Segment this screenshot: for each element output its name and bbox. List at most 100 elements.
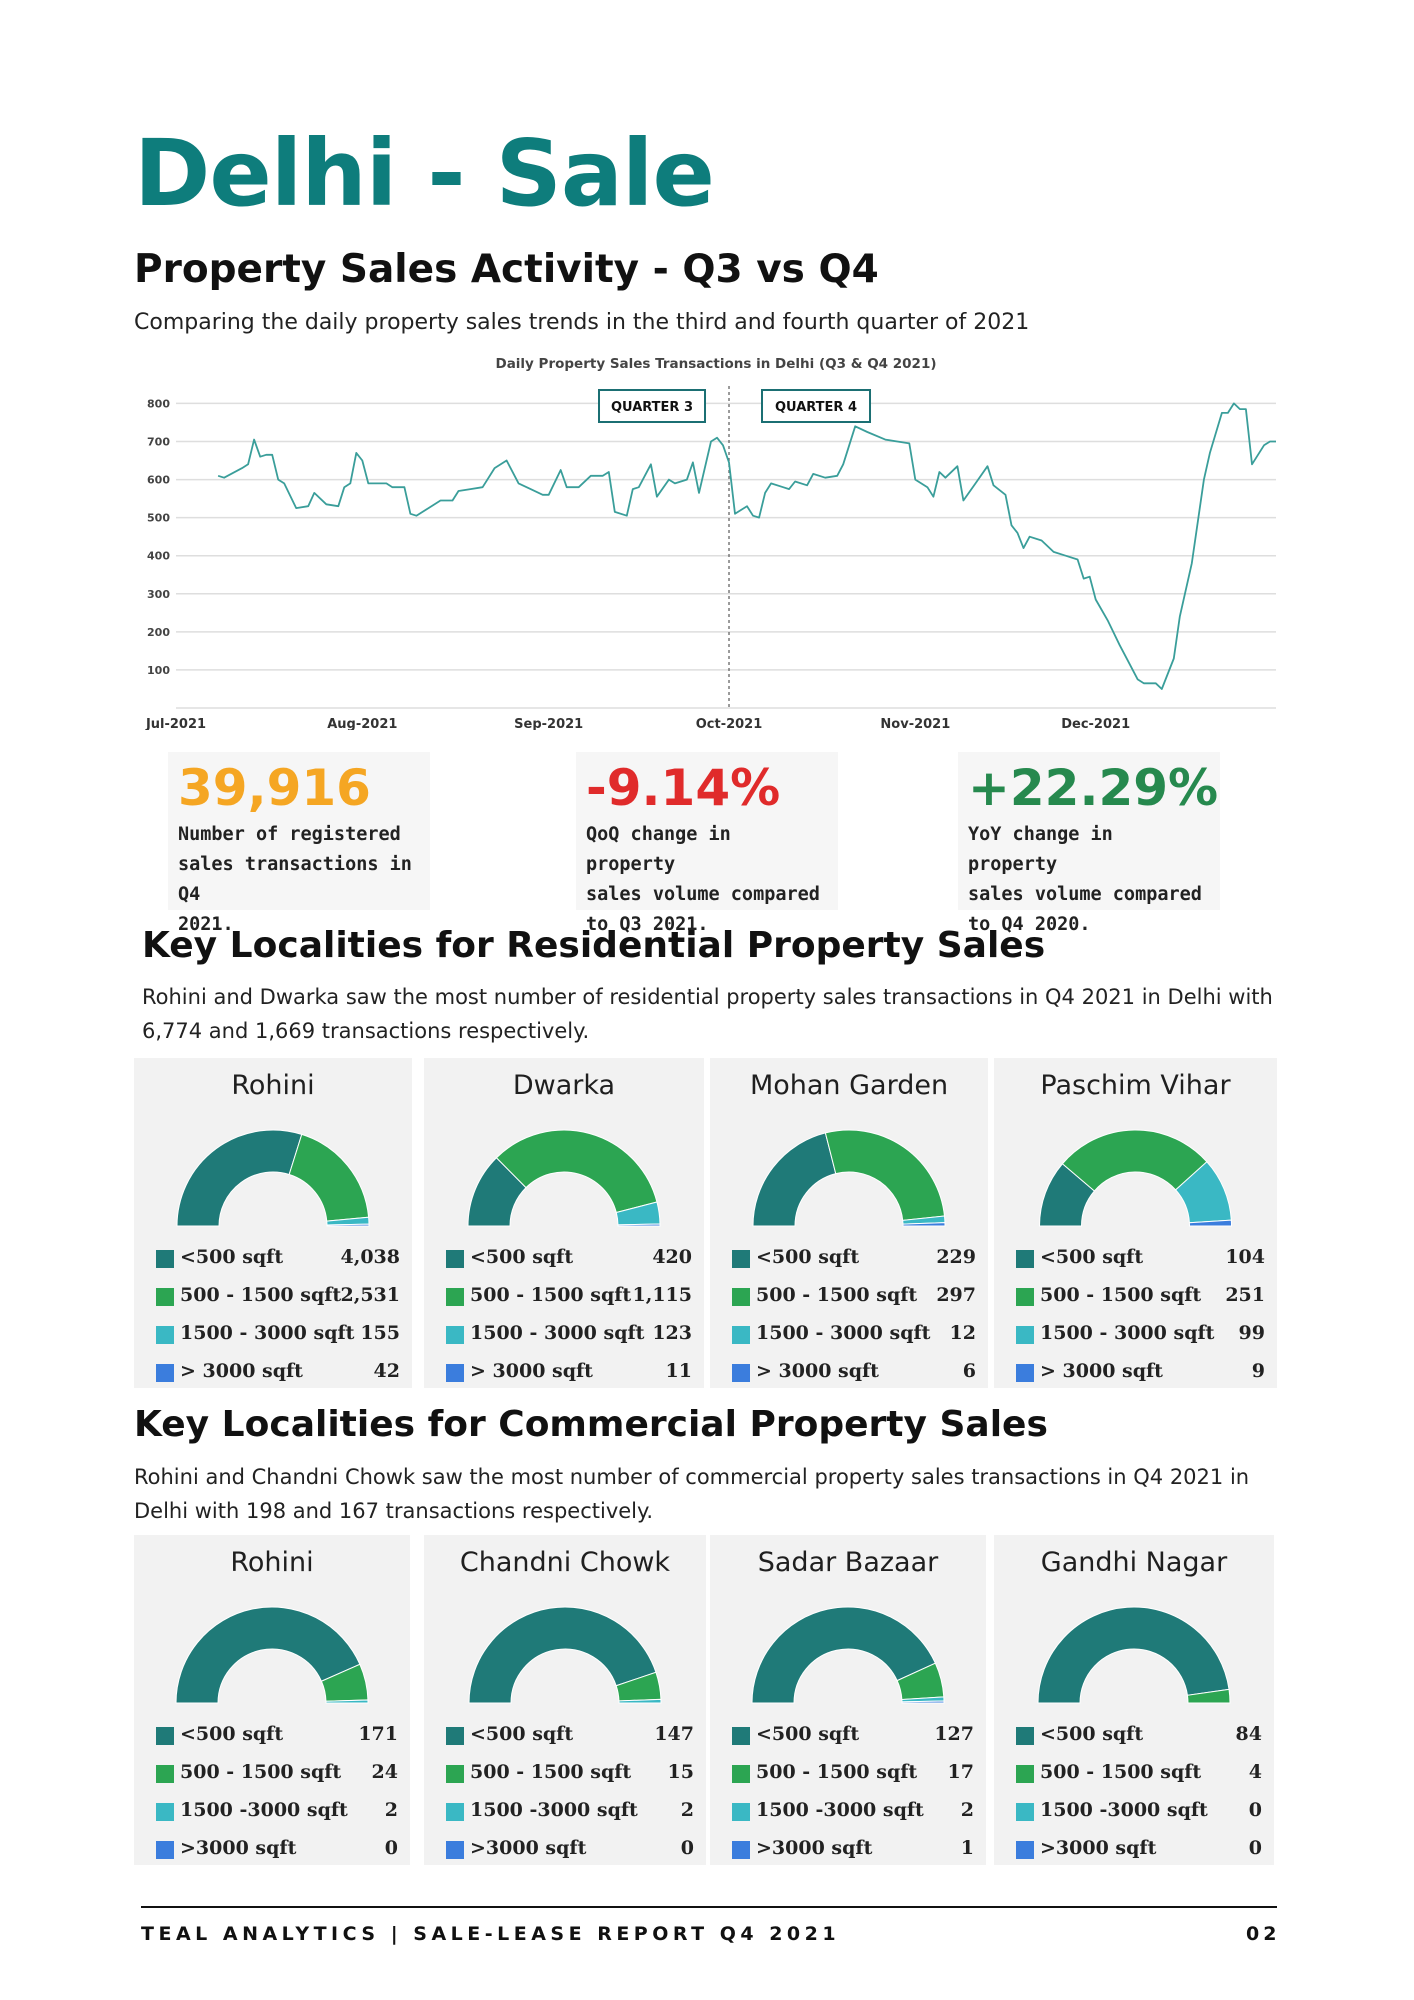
gauge-segment: [902, 1222, 946, 1227]
legend-swatch: [732, 1803, 750, 1821]
annotation-box: [761, 389, 872, 423]
legend-swatch: [446, 1841, 464, 1859]
legend-swatch: [446, 1326, 464, 1344]
sales-line-chart: Daily Property Sales Transactions in Del…: [134, 350, 1284, 730]
quarter-annotation: QUARTER 4: [761, 389, 872, 423]
gauge-chart: [752, 1129, 946, 1227]
legend-row: 500 - 1500 sqft 17: [732, 1759, 974, 1797]
legend-value: 11: [665, 1360, 692, 1382]
y-tick-label: 100: [147, 664, 170, 677]
legend-row: >3000 sqft 0: [446, 1835, 694, 1873]
gauge-segment: [824, 1129, 946, 1221]
locality-card: Rohini <500 sqft 171 500 - 1500 sqft 24 1500 …: [134, 1535, 410, 1865]
y-tick-label: 700: [147, 435, 170, 448]
stat-desc-line: to Q3 2021.: [586, 914, 709, 935]
gauge-segment: [326, 1223, 370, 1227]
legend-value: 15: [667, 1761, 694, 1783]
legend-row: <500 sqft 104: [1016, 1244, 1265, 1282]
section-title-commercial: Key Localities for Commercial Property S…: [134, 1404, 1048, 1445]
legend-swatch: [156, 1765, 174, 1783]
legend-label: > 3000 sqft: [470, 1360, 593, 1382]
legend-label: 1500 - 3000 sqft: [1040, 1322, 1215, 1344]
legend-swatch: [446, 1765, 464, 1783]
gauge-segment: [175, 1606, 361, 1704]
legend-swatch: [1016, 1250, 1034, 1268]
legend-label: <500 sqft: [756, 1723, 860, 1745]
legend-label: 500 - 1500 sqft: [756, 1761, 918, 1783]
legend-swatch: [732, 1841, 750, 1859]
legend-row: >3000 sqft 0: [156, 1835, 398, 1873]
gauge-chart: [175, 1606, 369, 1704]
gauge-segment: [495, 1129, 658, 1214]
legend-value: 297: [936, 1284, 976, 1306]
legend-swatch: [1016, 1803, 1034, 1821]
footer-text: TEAL ANALYTICS | SALE-LEASE REPORT Q4 20…: [141, 1923, 841, 1945]
legend-swatch: [1016, 1288, 1034, 1306]
legend-value: 104: [1225, 1246, 1265, 1268]
legend-value: 420: [652, 1246, 692, 1268]
stat-description: YoY change in property sales volume comp…: [968, 820, 1210, 940]
legend-label: 1500 -3000 sqft: [470, 1799, 638, 1821]
legend-value: 0: [680, 1837, 694, 1859]
legend-label: 500 - 1500 sqft: [756, 1284, 918, 1306]
legend-row: 500 - 1500 sqft 251: [1016, 1282, 1265, 1320]
locality-name: Sadar Bazaar: [757, 1547, 939, 1578]
stat-card-qoq: -9.14% QoQ change in property sales volu…: [576, 752, 838, 935]
legend-row: <500 sqft 147: [446, 1721, 694, 1759]
stat-card-yoy: +22.29% YoY change in property sales vol…: [958, 752, 1220, 935]
legend-label: <500 sqft: [1040, 1246, 1144, 1268]
legend-swatch: [732, 1765, 750, 1783]
legend-row: 1500 - 3000 sqft 155: [156, 1320, 400, 1358]
legend-value: 155: [360, 1322, 400, 1344]
gauge-legend: <500 sqft 4,038 500 - 1500 sqft 2,531 1500 -…: [156, 1244, 400, 1396]
legend-value: 0: [384, 1837, 398, 1859]
legend-value: 127: [934, 1723, 974, 1745]
gauge-segment: [751, 1606, 937, 1704]
legend-row: > 3000 sqft 11: [446, 1358, 692, 1396]
legend-value: 171: [358, 1723, 398, 1745]
y-tick-label: 400: [147, 550, 170, 563]
legend-row: 1500 - 3000 sqft 12: [732, 1320, 976, 1358]
legend-row: >3000 sqft 1: [732, 1835, 974, 1873]
stat-value: -9.14%: [586, 759, 781, 817]
legend-label: <500 sqft: [180, 1246, 284, 1268]
gauge-segment: [901, 1700, 945, 1704]
section-title-sales-activity: Property Sales Activity - Q3 vs Q4: [134, 247, 879, 292]
y-tick-label: 200: [147, 626, 170, 639]
legend-row: 500 - 1500 sqft 15: [446, 1759, 694, 1797]
legend-value: 123: [652, 1322, 692, 1344]
locality-card: Gandhi Nagar <500 sqft 84 500 - 1500 sqft 4 1…: [994, 1535, 1274, 1865]
section-text-residential: Rohini and Dwarka saw the most number of…: [142, 985, 1273, 1043]
gauge-legend: <500 sqft 127 500 - 1500 sqft 17 1500 -3000 …: [732, 1721, 974, 1873]
gauge-segment: [1188, 1219, 1233, 1227]
stat-desc-line: 2021.: [178, 914, 234, 935]
legend-row: 500 - 1500 sqft 1,115: [446, 1282, 692, 1320]
legend-label: 1500 -3000 sqft: [1040, 1799, 1208, 1821]
gauge-segment: [288, 1133, 370, 1222]
section-subtitle-sales-activity: Comparing the daily property sales trend…: [134, 310, 1030, 335]
y-tick-label: 800: [147, 397, 170, 410]
legend-swatch: [156, 1364, 174, 1382]
legend-row: 1500 - 3000 sqft 123: [446, 1320, 692, 1358]
locality-name: Mohan Garden: [749, 1070, 949, 1101]
x-tick-label: Oct-2021: [696, 717, 763, 730]
legend-value: 42: [373, 1360, 400, 1382]
legend-swatch: [732, 1326, 750, 1344]
y-tick-label: 300: [147, 588, 170, 601]
locality-name: Rohini: [230, 1547, 314, 1578]
legend-swatch: [1016, 1364, 1034, 1382]
legend-value: 9: [1251, 1360, 1265, 1382]
section-text-commercial: Rohini and Chandni Chowk saw the most nu…: [134, 1465, 1250, 1523]
legend-row: 1500 -3000 sqft 2: [732, 1797, 974, 1835]
gauge-segment: [468, 1606, 657, 1704]
x-tick-label: Nov-2021: [880, 717, 950, 730]
locality-name: Gandhi Nagar: [1040, 1547, 1228, 1578]
gauge-segment: [752, 1132, 837, 1227]
legend-label: 1500 - 3000 sqft: [756, 1322, 931, 1344]
stat-desc-line: to Q4 2020.: [968, 914, 1091, 935]
legend-swatch: [446, 1803, 464, 1821]
gauge-segment: [1186, 1688, 1231, 1704]
legend-value: 17: [947, 1761, 974, 1783]
legend-label: 500 - 1500 sqft: [180, 1284, 342, 1306]
legend-label: 1500 - 3000 sqft: [180, 1322, 355, 1344]
